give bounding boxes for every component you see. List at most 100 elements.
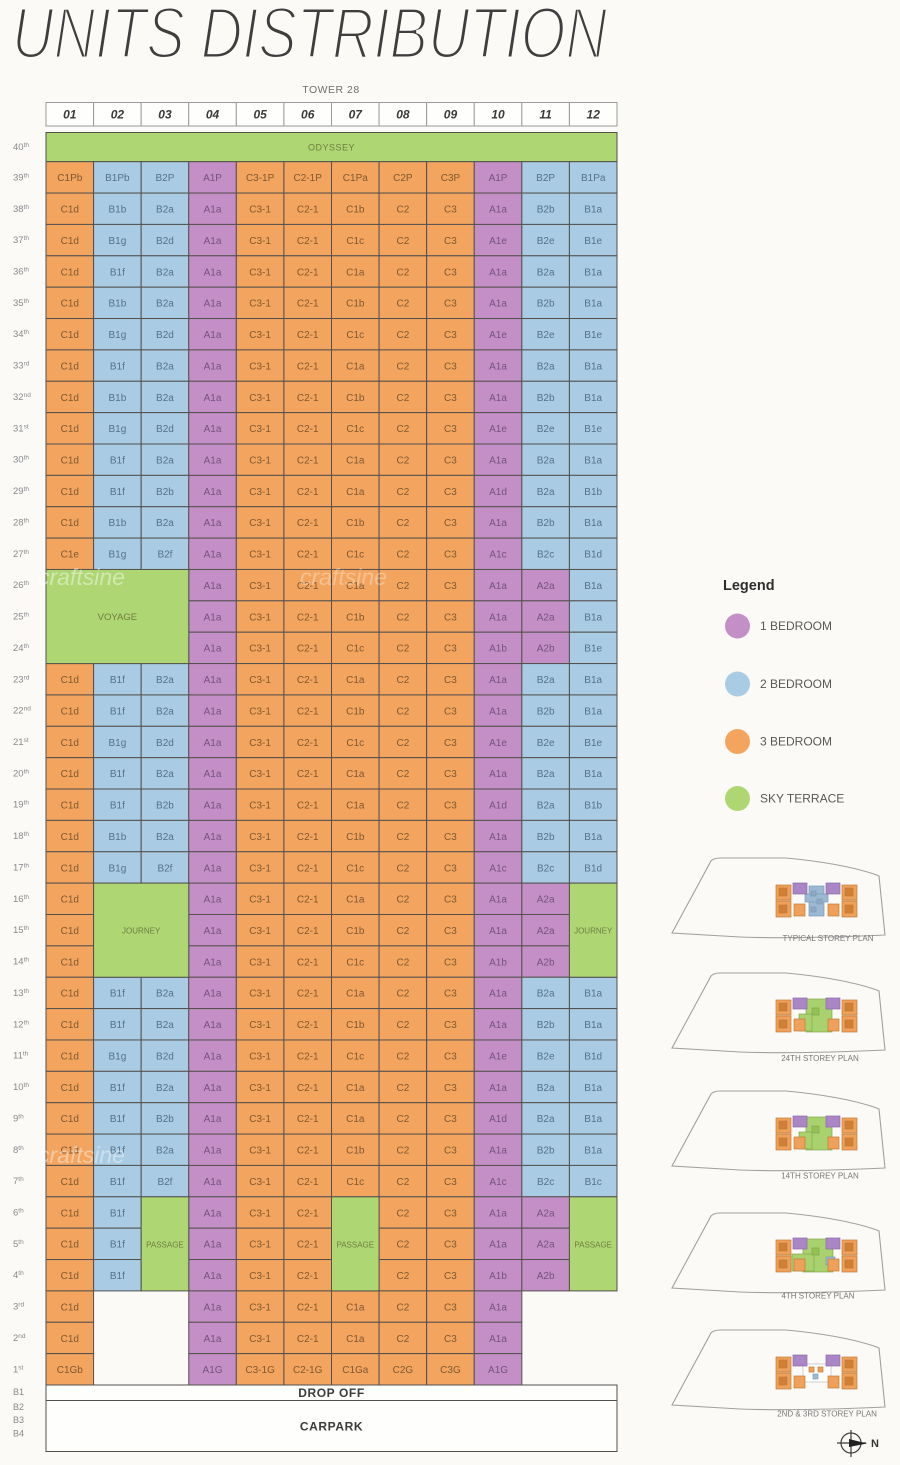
- svg-text:C1a: C1a: [346, 267, 365, 278]
- svg-text:C1a: C1a: [346, 361, 365, 372]
- svg-text:B1Pa: B1Pa: [581, 173, 606, 184]
- svg-text:A2b: A2b: [537, 1271, 555, 1282]
- svg-text:B2b: B2b: [537, 832, 555, 843]
- svg-text:A1G: A1G: [488, 1365, 508, 1376]
- svg-text:C1d: C1d: [61, 769, 79, 780]
- svg-text:C3-1: C3-1: [249, 989, 271, 1000]
- svg-text:C2: C2: [396, 863, 409, 874]
- svg-text:C1d: C1d: [61, 330, 79, 341]
- svg-text:B1: B1: [13, 1387, 24, 1397]
- svg-text:C2: C2: [396, 518, 409, 529]
- svg-text:A1b: A1b: [489, 957, 507, 968]
- svg-text:C1d: C1d: [61, 895, 79, 906]
- svg-text:A1P: A1P: [489, 173, 508, 184]
- svg-text:A1a: A1a: [204, 267, 222, 278]
- svg-text:B1a: B1a: [584, 581, 602, 592]
- svg-text:26th: 26th: [13, 580, 29, 591]
- svg-text:B2a: B2a: [156, 769, 174, 780]
- svg-text:C3: C3: [444, 612, 457, 623]
- svg-text:C1d: C1d: [61, 1083, 79, 1094]
- svg-text:JOURNEY: JOURNEY: [122, 927, 161, 936]
- svg-text:A1a: A1a: [489, 1208, 507, 1219]
- svg-text:B1b: B1b: [108, 205, 126, 216]
- svg-text:A1a: A1a: [204, 738, 222, 749]
- svg-text:C1c: C1c: [346, 424, 364, 435]
- svg-text:C2-1P: C2-1P: [294, 173, 323, 184]
- svg-text:25th: 25th: [13, 612, 29, 623]
- svg-text:DROP OFF: DROP OFF: [298, 1386, 365, 1400]
- svg-text:C3-1: C3-1: [249, 612, 271, 623]
- svg-text:C1b: C1b: [346, 612, 365, 623]
- svg-text:B1f: B1f: [110, 675, 125, 686]
- svg-text:B1f: B1f: [110, 487, 125, 498]
- svg-text:C3: C3: [444, 518, 457, 529]
- svg-text:C2: C2: [396, 832, 409, 843]
- svg-text:C2-1: C2-1: [297, 455, 319, 466]
- svg-text:C3-1: C3-1: [249, 1020, 271, 1031]
- svg-text:A1b: A1b: [489, 1271, 507, 1282]
- svg-text:B1b: B1b: [584, 801, 602, 812]
- svg-text:B1f: B1f: [110, 267, 125, 278]
- svg-text:C1a: C1a: [346, 675, 365, 686]
- svg-text:A1a: A1a: [489, 518, 507, 529]
- svg-text:22nd: 22nd: [13, 706, 31, 717]
- svg-text:C1d: C1d: [61, 706, 79, 717]
- svg-text:C1d: C1d: [61, 675, 79, 686]
- svg-text:B2a: B2a: [156, 706, 174, 717]
- svg-text:N: N: [871, 1438, 879, 1450]
- svg-text:08: 08: [396, 107, 410, 121]
- svg-text:C3-1: C3-1: [249, 1083, 271, 1094]
- svg-text:1st: 1st: [13, 1364, 24, 1375]
- svg-text:01: 01: [63, 107, 77, 121]
- svg-text:B1g: B1g: [108, 863, 126, 874]
- svg-text:B1a: B1a: [584, 393, 602, 404]
- svg-text:A1a: A1a: [204, 424, 222, 435]
- svg-text:B2b: B2b: [537, 205, 555, 216]
- svg-text:B2a: B2a: [537, 1114, 555, 1125]
- svg-text:04: 04: [206, 107, 220, 121]
- svg-text:B1b: B1b: [108, 832, 126, 843]
- svg-text:C1b: C1b: [346, 926, 365, 937]
- svg-text:C3-1: C3-1: [249, 299, 271, 310]
- svg-text:C2: C2: [396, 236, 409, 247]
- svg-text:C2-1: C2-1: [297, 738, 319, 749]
- svg-text:B1a: B1a: [584, 1083, 602, 1094]
- svg-text:A1a: A1a: [204, 1146, 222, 1157]
- svg-text:2 BEDROOM: 2 BEDROOM: [760, 677, 832, 691]
- svg-text:B2d: B2d: [156, 236, 174, 247]
- svg-text:C2-1: C2-1: [297, 1114, 319, 1125]
- svg-text:A1d: A1d: [489, 487, 507, 498]
- svg-text:C1a: C1a: [346, 1083, 365, 1094]
- svg-text:C3: C3: [444, 550, 457, 561]
- svg-text:A1a: A1a: [489, 581, 507, 592]
- svg-text:C3: C3: [444, 926, 457, 937]
- svg-text:C3-1: C3-1: [249, 895, 271, 906]
- svg-text:A1a: A1a: [204, 832, 222, 843]
- svg-text:B1a: B1a: [584, 1114, 602, 1125]
- svg-text:9th: 9th: [13, 1113, 24, 1124]
- svg-text:B1e: B1e: [584, 738, 602, 749]
- svg-text:B2b: B2b: [537, 706, 555, 717]
- svg-text:32nd: 32nd: [13, 392, 31, 403]
- svg-text:C3: C3: [444, 1083, 457, 1094]
- svg-text:C3-1: C3-1: [249, 1302, 271, 1313]
- svg-text:C3: C3: [444, 393, 457, 404]
- svg-text:C3-1: C3-1: [249, 1114, 271, 1125]
- svg-text:C3-1: C3-1: [249, 1051, 271, 1062]
- svg-text:C2-1: C2-1: [297, 1208, 319, 1219]
- svg-text:B1a: B1a: [584, 832, 602, 843]
- svg-text:A1a: A1a: [489, 1146, 507, 1157]
- svg-text:C2: C2: [396, 989, 409, 1000]
- svg-text:30th: 30th: [13, 455, 29, 466]
- svg-text:A1e: A1e: [489, 236, 507, 247]
- svg-text:C1a: C1a: [346, 989, 365, 1000]
- svg-text:B1f: B1f: [110, 1020, 125, 1031]
- svg-text:B2d: B2d: [156, 1051, 174, 1062]
- svg-text:35th: 35th: [13, 298, 29, 309]
- svg-text:SKY TERRACE: SKY TERRACE: [760, 792, 844, 806]
- svg-text:B1g: B1g: [108, 236, 126, 247]
- svg-text:C1a: C1a: [346, 1334, 365, 1345]
- svg-text:C1d: C1d: [61, 863, 79, 874]
- svg-text:C1d: C1d: [61, 957, 79, 968]
- svg-text:B2f: B2f: [157, 863, 172, 874]
